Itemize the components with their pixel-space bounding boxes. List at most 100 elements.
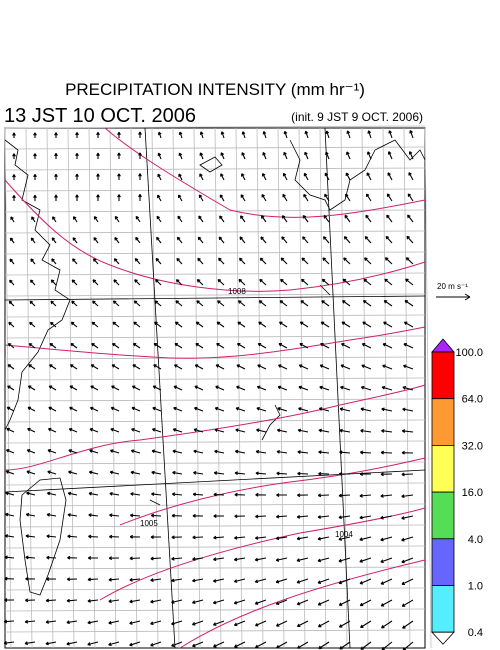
wind-arrow bbox=[277, 407, 288, 412]
wind-arrow bbox=[45, 598, 57, 603]
wind-arrow bbox=[26, 449, 36, 454]
wind-arrow bbox=[407, 193, 414, 202]
wind-arrow bbox=[408, 172, 414, 181]
wind-arrow bbox=[364, 235, 372, 244]
wind-arrow bbox=[197, 236, 204, 244]
wind-arrow bbox=[6, 406, 15, 412]
wind-arrow bbox=[360, 407, 372, 412]
wind-arrow bbox=[67, 555, 78, 560]
wind-arrow bbox=[341, 343, 351, 349]
wind-arrow bbox=[254, 536, 267, 540]
wind-arrow bbox=[360, 641, 372, 650]
grid-line bbox=[4, 398, 426, 402]
wind-arrow bbox=[276, 493, 287, 497]
wind-arrow bbox=[217, 278, 225, 286]
wind-arrow bbox=[359, 515, 372, 520]
wind-arrow bbox=[381, 407, 393, 412]
wind-arrow bbox=[212, 620, 225, 626]
wind-arrow bbox=[380, 599, 393, 607]
wind-arrow bbox=[317, 620, 330, 628]
wind-arrow bbox=[75, 132, 79, 138]
wind-arrow bbox=[235, 428, 246, 433]
wind-arrow bbox=[50, 300, 57, 307]
wind-arrow bbox=[299, 343, 309, 349]
wind-arrow bbox=[299, 321, 309, 328]
wind-arrow bbox=[234, 514, 246, 519]
wind-arrow bbox=[317, 515, 330, 519]
wind-arrow bbox=[48, 385, 57, 391]
wind-arrow bbox=[178, 152, 183, 160]
wind-arrow bbox=[66, 577, 78, 582]
grid-line bbox=[4, 188, 426, 192]
wind-arrow bbox=[92, 300, 99, 307]
wind-arrow bbox=[237, 321, 246, 328]
wind-arrow bbox=[339, 450, 351, 455]
wind-arrow bbox=[275, 557, 288, 562]
meridian-line bbox=[4, 295, 426, 301]
wind-arrow bbox=[197, 257, 204, 265]
wind-arrow bbox=[93, 216, 99, 223]
wind-arrow bbox=[12, 153, 16, 159]
wind-arrow bbox=[363, 278, 372, 286]
wind-arrow bbox=[359, 599, 372, 607]
wind-arrow bbox=[171, 492, 183, 497]
wind-arrow bbox=[258, 300, 267, 307]
wind-arrow bbox=[233, 557, 246, 562]
wind-arrow bbox=[33, 153, 37, 159]
wind-arrow bbox=[156, 215, 162, 223]
wind-arrow bbox=[403, 343, 414, 349]
wind-arrow bbox=[318, 641, 330, 650]
wind-arrow bbox=[241, 152, 246, 160]
wind-arrow bbox=[261, 194, 267, 202]
wind-arrow bbox=[129, 641, 141, 647]
wind-arrow bbox=[45, 641, 57, 646]
wind-arrow bbox=[215, 364, 225, 370]
wind-arrow bbox=[110, 427, 120, 433]
wind-arrow bbox=[46, 577, 57, 581]
wind-arrow bbox=[47, 470, 57, 475]
wind-arrow bbox=[234, 471, 246, 476]
wind-arrow bbox=[177, 194, 183, 202]
grid-line bbox=[4, 503, 426, 507]
wind-arrow bbox=[241, 131, 246, 139]
wind-arrow bbox=[258, 321, 267, 328]
grid-line bbox=[4, 230, 426, 234]
wind-arrow bbox=[220, 173, 225, 181]
wind-arrow bbox=[109, 534, 120, 539]
wind-arrow bbox=[343, 235, 351, 244]
wind-arrow bbox=[382, 364, 393, 370]
wind-arrow bbox=[75, 152, 79, 159]
wind-arrow bbox=[91, 321, 99, 328]
colorbar-segment bbox=[431, 351, 455, 400]
wind-arrow bbox=[25, 534, 36, 538]
wind-arrow bbox=[108, 641, 120, 647]
wind-arrow bbox=[4, 555, 15, 560]
wind-arrow bbox=[176, 236, 183, 244]
wind-arrow bbox=[171, 641, 183, 647]
wind-arrow bbox=[401, 494, 414, 499]
wind-arrow bbox=[364, 257, 372, 265]
wind-arrow bbox=[54, 132, 58, 138]
wind-arrow bbox=[177, 215, 183, 223]
wind-arrow bbox=[342, 300, 351, 307]
wind-arrow bbox=[381, 620, 393, 629]
wind-arrow bbox=[276, 514, 288, 519]
wind-arrow bbox=[68, 427, 78, 433]
wind-arrow bbox=[72, 237, 78, 244]
wind-arrow bbox=[239, 236, 246, 244]
wind-arrow bbox=[276, 449, 288, 454]
wind-arrow bbox=[88, 470, 99, 475]
wind-arrow bbox=[33, 174, 37, 180]
wind-arrow bbox=[110, 449, 120, 454]
wind-arrow bbox=[383, 321, 393, 328]
wind-arrow bbox=[380, 472, 393, 477]
wind-arrow bbox=[172, 428, 183, 433]
wind-arrow bbox=[7, 364, 15, 370]
wind-arrow bbox=[346, 151, 351, 160]
wind-arrow bbox=[338, 599, 351, 606]
wind-arrow bbox=[401, 450, 414, 455]
wind-arrow bbox=[88, 491, 99, 496]
wind-arrow bbox=[367, 130, 372, 139]
wind-arrow bbox=[88, 513, 99, 518]
wind-arrow bbox=[193, 406, 204, 412]
